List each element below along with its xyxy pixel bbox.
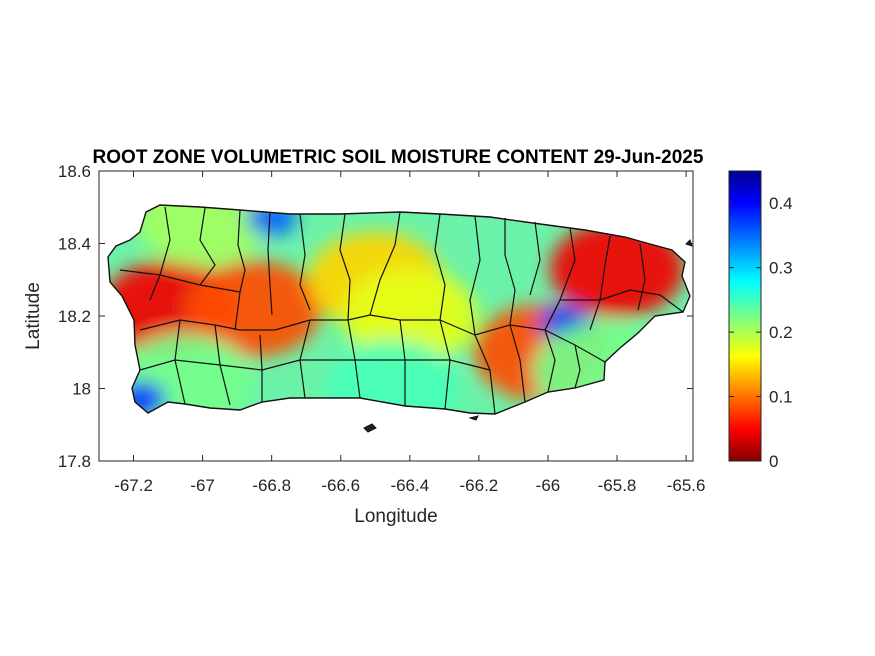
y-axis-ticks: 17.8 18 18.2 18.4 18.6: [58, 162, 693, 471]
colorbar-tick-label: 0.3: [769, 259, 793, 278]
y-axis-title: Latitude: [23, 282, 44, 350]
colorbar-tick-label: 0.4: [769, 194, 793, 213]
x-tick-label: -66.2: [460, 476, 499, 495]
boundary-line: [234, 209, 246, 331]
municipality-boundaries: [107, 204, 691, 415]
colorbar-tick-label: 0.1: [769, 388, 793, 407]
x-tick-label: -66.4: [390, 476, 429, 495]
boundary-line: [509, 324, 526, 403]
boundary-line: [544, 299, 600, 331]
offshore-islet: [363, 423, 377, 433]
x-tick-label: -67.2: [114, 476, 153, 495]
boundary-line: [299, 213, 311, 311]
colorbar-ticks: 0 0.1 0.2 0.3 0.4: [729, 194, 793, 471]
y-tick-label: 18.4: [58, 235, 91, 254]
boundary-line: [469, 215, 481, 336]
boundary-line: [504, 218, 516, 326]
x-tick-label: -65.6: [667, 476, 706, 495]
x-tick-label: -65.8: [598, 476, 637, 495]
boundary-line: [544, 329, 556, 393]
x-tick-label: -66: [536, 476, 561, 495]
offshore-islet: [468, 415, 479, 421]
boundary-line: [599, 289, 684, 313]
boundary-line: [369, 211, 401, 316]
x-axis-ticks: -67.2 -67 -66.8 -66.6 -66.4 -66.2 -66 -65.8 -65.…: [114, 171, 705, 495]
boundary-line: [439, 319, 606, 363]
boundary-line: [139, 359, 491, 371]
boundary-line: [267, 211, 273, 316]
boundary-line: [149, 206, 171, 301]
moisture-region-west-interior: [187, 260, 322, 357]
y-tick-label: 18.2: [58, 307, 91, 326]
y-tick-label: 18.6: [58, 162, 91, 181]
x-tick-label: -67: [190, 476, 215, 495]
y-tick-label: 17.8: [58, 452, 91, 471]
boundary-line: [529, 221, 541, 296]
boundary-line: [274, 314, 440, 331]
y-tick-label: 18: [72, 380, 91, 399]
boundary-line: [199, 207, 216, 286]
boundary-line: [637, 243, 646, 311]
x-tick-label: -66.8: [252, 476, 291, 495]
boundary-line: [119, 269, 241, 293]
colorbar-tick-label: 0.2: [769, 323, 793, 342]
x-axis-title: Longitude: [354, 506, 437, 527]
colorbar: [728, 170, 762, 462]
colorbar-tick-label: 0: [769, 452, 778, 471]
boundary-line: [574, 344, 581, 389]
plot-title: ROOT ZONE VOLUMETRIC SOIL MOISTURE CONTE…: [93, 147, 704, 168]
boundary-line: [434, 213, 446, 321]
x-tick-label: -66.6: [321, 476, 360, 495]
boundary-line: [339, 213, 351, 321]
boundary-line: [589, 235, 611, 331]
